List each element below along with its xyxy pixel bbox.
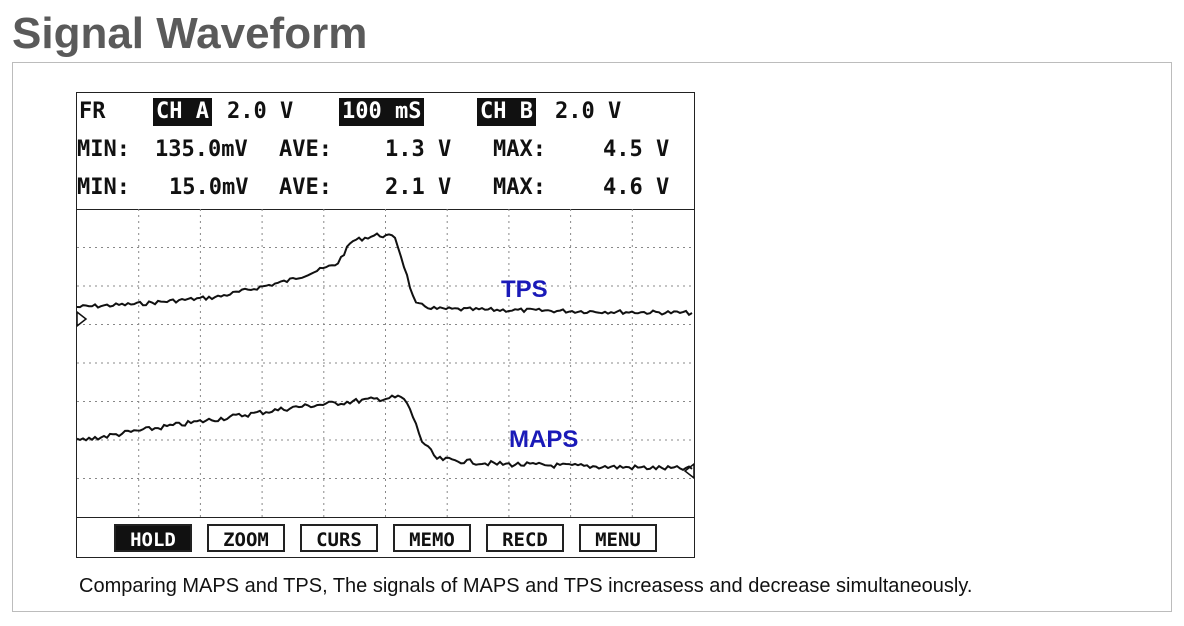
tps-trace (77, 232, 693, 317)
ch-a-ave-value: 1.3 V (385, 137, 452, 162)
ch-b-ave-value: 2.1 V (385, 175, 452, 200)
waveform-plot: TPS MAPS (77, 209, 694, 529)
mode-label: FR (79, 99, 106, 124)
ch-b-label: CH B (477, 98, 536, 126)
scope-header: FR CH A 2.0 V 100 mS CH B 2.0 V MIN: 135… (77, 93, 694, 210)
maps-trace (77, 394, 693, 471)
record-key[interactable]: RECD (486, 524, 564, 552)
ch-a-label: CH A (153, 98, 212, 126)
ch-b-ave-label: AVE: (279, 175, 332, 200)
maps-trace-label: MAPS (509, 426, 578, 453)
ch-b-max-value: 4.6 V (603, 175, 670, 200)
header-row-settings: FR CH A 2.0 V 100 mS CH B 2.0 V (77, 95, 694, 129)
ch-a-max-label: MAX: (493, 137, 546, 162)
ch-b-scale: 2.0 V (555, 99, 622, 124)
ch-a-ground-marker (77, 311, 88, 327)
ch-b-min-label: MIN: (77, 175, 130, 200)
page-title: Signal Waveform (12, 9, 368, 58)
ch-a-ave-label: AVE: (279, 137, 332, 162)
ch-a-scale: 2.0 V (227, 99, 294, 124)
header-row-ch-b-stats: MIN: 15.0mV AVE: 2.1 V MAX: 4.6 V (77, 171, 694, 205)
timebase: 100 mS (339, 98, 425, 126)
tps-trace-label: TPS (501, 276, 548, 303)
cursor-key[interactable]: CURS (300, 524, 378, 552)
ch-a-min-label: MIN: (77, 137, 130, 162)
figure-caption: Comparing MAPS and TPS, The signals of M… (79, 575, 973, 597)
ch-a-max-value: 4.5 V (603, 137, 670, 162)
header-row-ch-a-stats: MIN: 135.0mV AVE: 1.3 V MAX: 4.5 V (77, 133, 694, 167)
ch-b-ground-marker (683, 463, 694, 479)
softkey-bar: HOLD ZOOM CURS MEMO RECD MENU (77, 517, 694, 558)
menu-key[interactable]: MENU (579, 524, 657, 552)
plot-grid (77, 209, 694, 517)
hold-key[interactable]: HOLD (114, 524, 192, 552)
oscilloscope-screen: FR CH A 2.0 V 100 mS CH B 2.0 V MIN: 135… (76, 92, 695, 558)
ch-a-min-value: 135.0mV (155, 137, 248, 162)
waveform-svg: TPS MAPS (77, 209, 694, 517)
zoom-key[interactable]: ZOOM (207, 524, 285, 552)
memo-key[interactable]: MEMO (393, 524, 471, 552)
ch-b-max-label: MAX: (493, 175, 546, 200)
ch-b-min-value: 15.0mV (169, 175, 249, 200)
